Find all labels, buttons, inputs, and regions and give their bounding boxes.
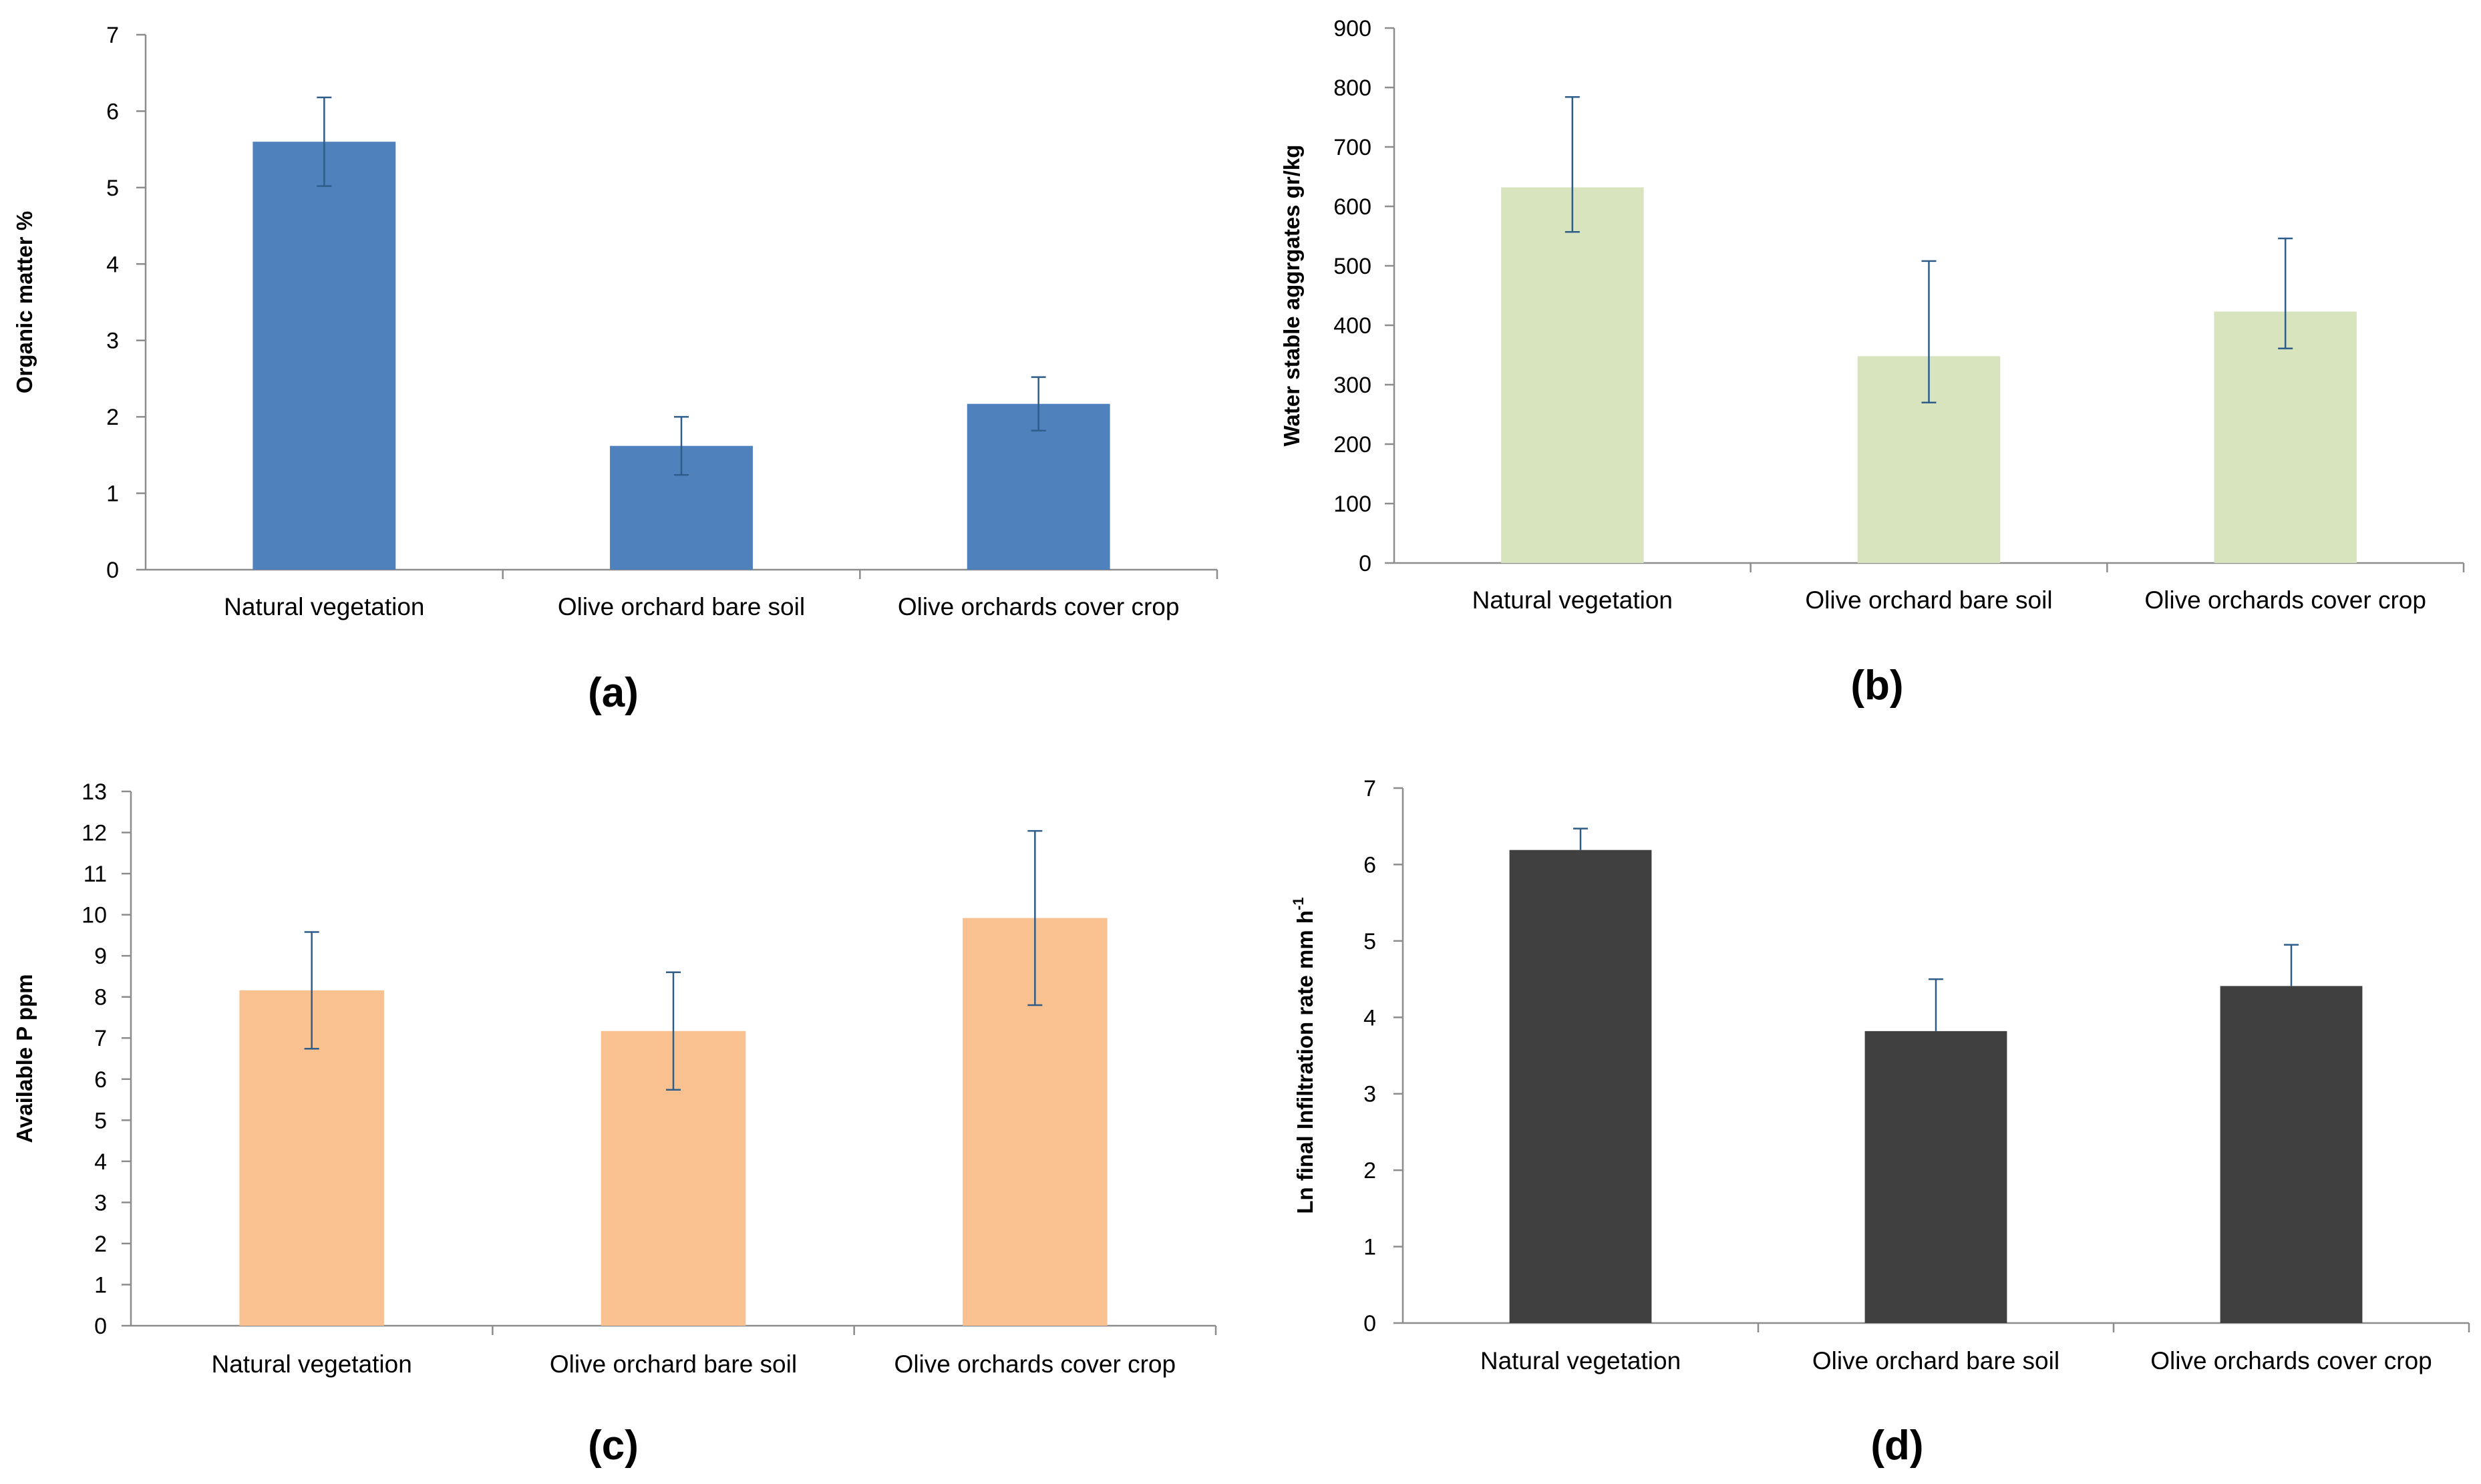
y-tick-label: 10 [81, 903, 107, 928]
chart-water-stable-aggregates: 0 100 200 300 400 500 600 700 800 900 Water stable… [1279, 16, 2465, 709]
chart-organic-matter: 0 1 2 3 4 5 6 7 Organic matter % Natural vegetati… [12, 23, 1218, 716]
y-axis-label: Water stable aggrgates gr/kg [1279, 145, 1304, 447]
y-tick-label: 400 [1333, 313, 1371, 339]
bar [253, 142, 396, 570]
y-tick-label: 900 [1333, 16, 1371, 41]
y-tick-label: 4 [106, 252, 119, 277]
y-tick-label: 5 [106, 176, 119, 201]
y-tick-label: 2 [94, 1232, 107, 1257]
y-tick-label: 700 [1333, 135, 1371, 160]
y-tick-label: 3 [106, 329, 119, 354]
x-tick-label: Olive orchard bare soil [550, 1350, 797, 1378]
panel-label: (d) [1870, 1423, 1923, 1469]
y-tick-label: 0 [1363, 1311, 1376, 1336]
y-tick-label: 5 [94, 1108, 107, 1133]
x-tick-label: Olive orchards cover crop [2150, 1347, 2432, 1374]
y-tick-label: 0 [1359, 551, 1371, 576]
y-tick-label: 7 [1363, 776, 1376, 801]
y-tick-label: 5 [1363, 929, 1376, 954]
y-tick-label: 100 [1333, 492, 1371, 517]
y-tick-label: 1 [106, 482, 119, 507]
x-tick-label: Natural vegetation [224, 593, 424, 620]
y-tick-label: 6 [94, 1067, 107, 1093]
y-tick-label: 4 [94, 1149, 107, 1175]
bar [2220, 986, 2363, 1323]
x-tick-label: Olive orchards cover crop [894, 1350, 1176, 1378]
y-tick-label: 4 [1363, 1005, 1376, 1031]
y-tick-label: 1 [94, 1272, 107, 1298]
y-axis-label: Available P ppm [12, 974, 37, 1143]
y-tick-label: 0 [94, 1314, 107, 1339]
y-tick-label: 6 [106, 99, 119, 124]
x-tick-label: Natural vegetation [1480, 1347, 1681, 1374]
y-tick-label: 0 [106, 558, 119, 583]
y-tick-label: 500 [1333, 254, 1371, 279]
y-tick-label: 1 [1363, 1235, 1376, 1260]
x-tick-label: Olive orchard bare soil [1805, 586, 2052, 614]
x-tick-label: Olive orchards cover crop [2144, 586, 2426, 614]
y-tick-label: 300 [1333, 373, 1371, 398]
y-tick-label: 13 [81, 779, 107, 805]
panel-label: (c) [588, 1423, 639, 1469]
y-tick-label: 2 [1363, 1158, 1376, 1183]
y-tick-label: 3 [94, 1190, 107, 1216]
chart-infiltration-rate: 0 1 2 3 4 5 6 7 Ln final Infiltration rate mm h-… [1290, 776, 2470, 1469]
x-tick-label: Olive orchards cover crop [898, 593, 1180, 620]
bar [967, 403, 1110, 570]
panel-label: (b) [1850, 663, 1903, 709]
bar [1501, 187, 1644, 563]
y-tick-label: 6 [1363, 852, 1376, 878]
y-tick-label: 600 [1333, 194, 1371, 220]
y-tick-label: 12 [81, 821, 107, 846]
y-axis-label: Ln final Infiltration rate mm h-1 [1290, 897, 1317, 1214]
x-tick-label: Olive orchard bare soil [558, 593, 805, 620]
x-tick-label: Natural vegetation [1472, 586, 1673, 614]
bar [1509, 850, 1652, 1323]
y-tick-label: 200 [1333, 432, 1371, 457]
y-tick-label: 11 [84, 862, 107, 887]
y-axis-label: Organic matter % [12, 211, 37, 393]
bar [1864, 1031, 2007, 1323]
bar [2214, 311, 2357, 563]
y-tick-label: 7 [94, 1026, 107, 1051]
y-tick-label: 9 [94, 944, 107, 969]
y-axis-label-superscript: -1 [1290, 897, 1307, 910]
y-tick-label: 2 [106, 405, 119, 430]
panel-label: (a) [588, 670, 639, 716]
y-tick-label: 7 [106, 23, 119, 48]
y-tick-label: 8 [94, 985, 107, 1010]
y-tick-label: 800 [1333, 75, 1371, 101]
x-tick-label: Natural vegetation [212, 1350, 412, 1378]
x-tick-label: Olive orchard bare soil [1812, 1347, 2059, 1374]
y-tick-label: 3 [1363, 1082, 1376, 1107]
